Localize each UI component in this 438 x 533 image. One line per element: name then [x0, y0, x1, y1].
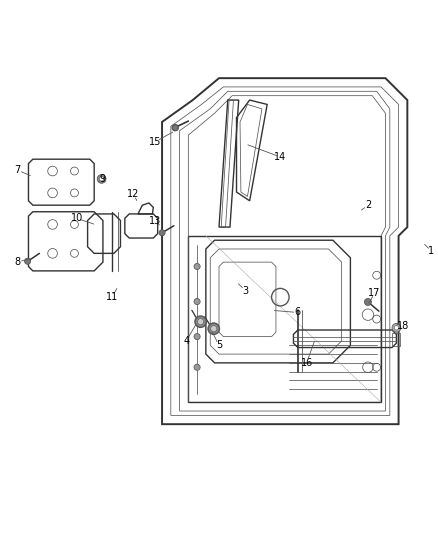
- Text: 12: 12: [127, 189, 140, 199]
- Text: 2: 2: [365, 200, 371, 210]
- Text: 9: 9: [100, 174, 106, 184]
- Circle shape: [394, 326, 399, 330]
- Text: 14: 14: [274, 152, 286, 162]
- Circle shape: [211, 326, 217, 332]
- Bar: [392, 333, 400, 346]
- Text: 11: 11: [106, 292, 118, 302]
- Text: 8: 8: [14, 257, 21, 267]
- Circle shape: [99, 177, 104, 181]
- Circle shape: [194, 364, 200, 370]
- Text: 10: 10: [71, 213, 83, 223]
- Circle shape: [392, 324, 401, 332]
- Circle shape: [97, 174, 106, 183]
- Circle shape: [208, 323, 219, 334]
- Circle shape: [195, 316, 206, 327]
- Circle shape: [172, 125, 178, 131]
- Text: 13: 13: [149, 215, 162, 225]
- Text: 16: 16: [300, 358, 313, 368]
- Text: 1: 1: [428, 246, 434, 256]
- Text: 18: 18: [397, 321, 409, 330]
- Circle shape: [194, 263, 200, 270]
- Text: 6: 6: [295, 308, 301, 318]
- Text: 4: 4: [183, 336, 189, 346]
- Text: 15: 15: [149, 136, 162, 147]
- Circle shape: [198, 319, 204, 325]
- Circle shape: [364, 298, 371, 305]
- Circle shape: [25, 258, 31, 264]
- Text: 3: 3: [242, 286, 248, 296]
- Circle shape: [194, 334, 200, 340]
- Text: 7: 7: [14, 165, 21, 175]
- Circle shape: [159, 230, 165, 236]
- Text: 17: 17: [368, 288, 381, 298]
- Text: 5: 5: [216, 341, 222, 350]
- Circle shape: [194, 298, 200, 304]
